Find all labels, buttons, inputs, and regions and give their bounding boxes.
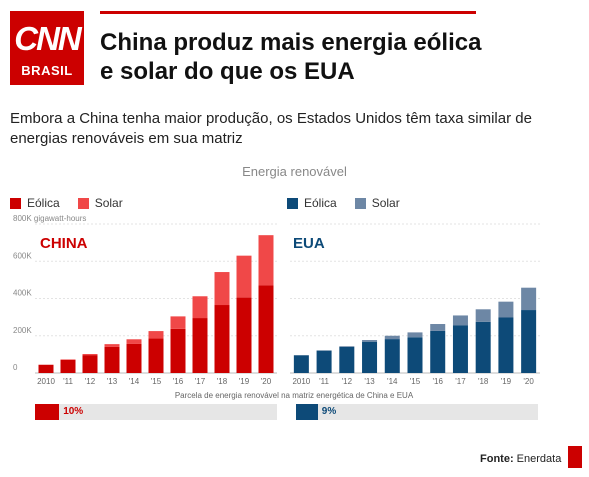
china-panel-label: CHINA: [40, 235, 88, 252]
china-x-tick-label: '17: [195, 377, 206, 386]
eua-bar-solar: [362, 340, 378, 342]
logo-main-text: CNN: [14, 20, 82, 57]
y-tick-label: 0: [13, 363, 18, 372]
eua-x-tick-label: '18: [478, 377, 489, 386]
china-bar-eolica: [170, 328, 186, 373]
china-bar-eolica: [236, 297, 252, 373]
top-rule: [100, 11, 476, 14]
eua-legend: Eólica Solar: [287, 196, 418, 210]
china-x-tick-label: '14: [129, 377, 140, 386]
china-bar-eolica: [60, 359, 76, 373]
eua-bar-solar: [498, 301, 514, 318]
y-tick-label: 400K: [13, 289, 32, 298]
eua-x-tick-label: '15: [410, 377, 421, 386]
eua-bar-solar: [384, 335, 400, 340]
china-bar-eolica: [258, 285, 274, 373]
china-bar-eolica: [82, 355, 98, 373]
logo-sub-text: BRASIL: [21, 63, 73, 78]
eua-bar-eolica: [384, 339, 400, 373]
legend-swatch-eolica: [287, 197, 298, 209]
legend-label-solar: Solar: [371, 196, 400, 210]
share-caption: Parcela de energia renovável na matriz e…: [175, 391, 414, 400]
china-legend: Eólica Solar: [10, 196, 141, 210]
china-bar-solar: [60, 359, 76, 360]
chart-title: Energia renovável: [242, 164, 347, 179]
china-x-tick-label: '19: [239, 377, 250, 386]
china-bar-solar: [258, 235, 274, 286]
china-bar-eolica: [148, 338, 164, 373]
y-tick-label: 200K: [13, 326, 32, 335]
china-x-tick-label: '13: [107, 377, 118, 386]
eua-bar-eolica: [475, 321, 491, 373]
eua-bar-solar: [521, 287, 537, 311]
eua-share-bar: 9%: [296, 404, 538, 420]
china-x-tick-label: 2010: [37, 377, 55, 386]
eua-x-tick-label: '19: [501, 377, 512, 386]
eua-x-tick-label: '13: [364, 377, 375, 386]
eua-bar-eolica: [521, 310, 537, 373]
china-bar-solar: [192, 296, 208, 319]
eua-x-tick-label: '14: [387, 377, 398, 386]
eua-bar-eolica: [498, 317, 514, 373]
china-share-fill: [35, 404, 60, 420]
source-name: Enerdata: [516, 453, 562, 465]
legend-swatch-eolica: [10, 197, 21, 209]
legend-swatch-solar: [354, 197, 366, 209]
eua-x-tick-label: '16: [433, 377, 444, 386]
eua-x-tick-label: 2010: [292, 377, 310, 386]
china-bar-solar: [104, 344, 120, 347]
eua-x-tick-label: '11: [319, 377, 329, 386]
y-tick-label: 600K: [13, 251, 32, 260]
legend-label-solar: Solar: [94, 196, 123, 210]
legend-label-eolica: Eólica: [304, 196, 337, 210]
eua-bar-solar: [407, 332, 423, 338]
china-bar-solar: [170, 316, 186, 329]
eua-bar-solar: [452, 315, 468, 326]
subheadline: Embora a China tenha maior produção, os …: [10, 110, 532, 147]
cnn-brasil-logo: CNN BRASIL: [10, 11, 84, 85]
china-x-tick-label: '20: [261, 377, 272, 386]
eua-bar-eolica: [339, 346, 355, 373]
headline: China produz mais energia eólica e solar…: [100, 29, 482, 85]
china-bar-eolica: [192, 318, 208, 373]
china-x-tick-label: '12: [85, 377, 96, 386]
legend-label-eolica: Eólica: [27, 196, 60, 210]
china-x-tick-label: '15: [151, 377, 162, 386]
china-share-label: 10%: [63, 406, 84, 417]
eua-bar-solar: [339, 346, 355, 347]
eua-share-fill: [296, 404, 318, 420]
china-x-tick-label: '16: [173, 377, 184, 386]
china-x-tick-label: '11: [63, 377, 73, 386]
eua-bar-eolica: [407, 337, 423, 373]
eua-bar-eolica: [362, 341, 378, 373]
eua-bar-eolica: [293, 355, 309, 373]
china-bar-eolica: [126, 343, 142, 373]
y-tick-label: 800K gigawatt-hours: [13, 214, 86, 223]
china-bar-eolica: [214, 305, 230, 373]
china-bar-solar: [214, 272, 230, 306]
eua-x-tick-label: '17: [455, 377, 466, 386]
source-accent-block: [568, 446, 582, 468]
china-x-tick-label: '18: [217, 377, 228, 386]
china-share-bar: 10%: [35, 404, 277, 420]
eua-bar-solar: [475, 309, 491, 322]
eua-x-tick-label: '12: [342, 377, 353, 386]
eua-panel-label: EUA: [293, 235, 325, 252]
eua-x-tick-label: '20: [523, 377, 534, 386]
eua-bar-eolica: [316, 350, 332, 373]
china-bar-eolica: [38, 364, 54, 373]
eua-bar-solar: [430, 324, 446, 331]
china-bar-eolica: [104, 346, 120, 373]
source: Fonte: Enerdata: [480, 453, 561, 465]
china-bar-solar: [236, 255, 252, 298]
eua-bar-eolica: [452, 325, 468, 373]
eua-share-label: 9%: [321, 406, 337, 417]
eua-bar-eolica: [430, 330, 446, 373]
china-bar-solar: [126, 339, 142, 344]
source-label: Fonte:: [480, 453, 514, 465]
china-bar-solar: [148, 331, 164, 339]
legend-swatch-solar: [77, 197, 89, 209]
china-bar-solar: [82, 354, 98, 356]
